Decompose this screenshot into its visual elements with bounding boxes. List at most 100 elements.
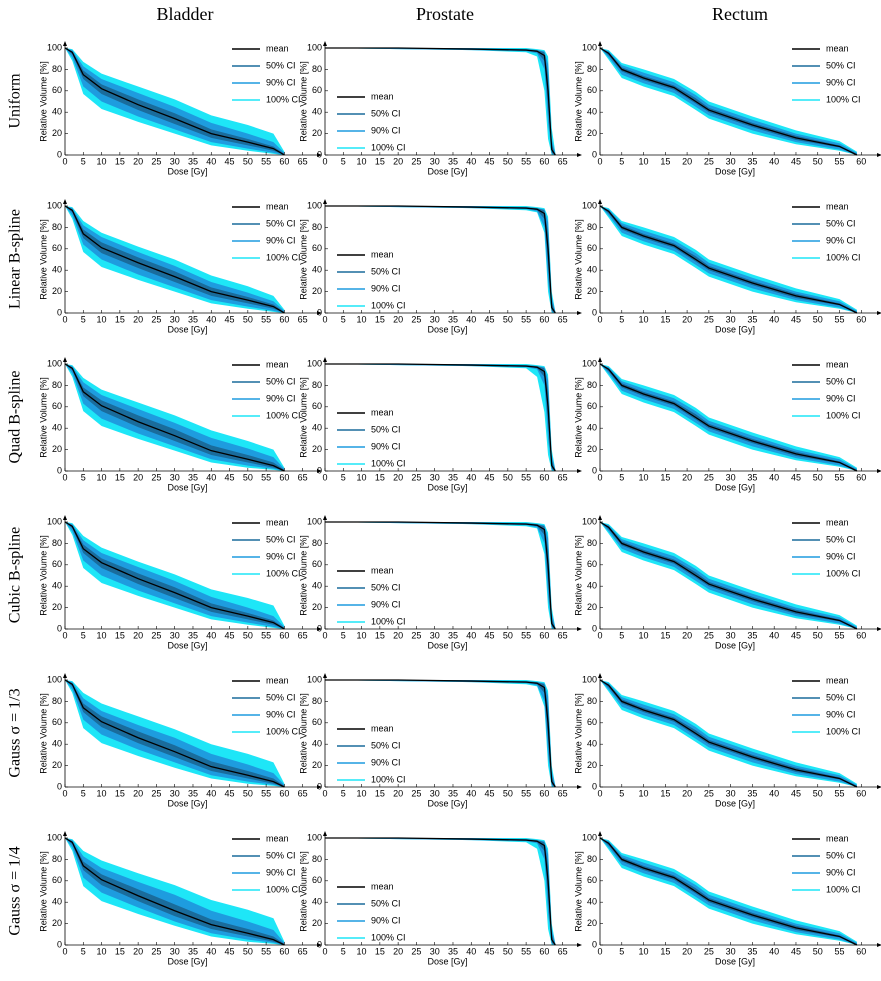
y-axis-label: Relative Volume [%] <box>298 535 308 616</box>
x-tick-label: 60 <box>856 156 866 166</box>
ci-band <box>600 680 857 787</box>
x-tick-label: 55 <box>835 472 845 482</box>
row-title: Cubic B-spline <box>7 527 24 623</box>
ci-band <box>65 48 285 155</box>
x-tick-label: 20 <box>133 946 143 956</box>
mean-line <box>599 363 858 472</box>
x-tick-label: 30 <box>430 630 440 640</box>
x-tick-label: 35 <box>188 788 198 798</box>
y-tick-label: 80 <box>52 64 62 74</box>
legend-label: mean <box>826 675 849 685</box>
x-tick-label: 5 <box>81 630 86 640</box>
x-arrow <box>577 311 582 315</box>
y-tick-label: 60 <box>312 85 322 95</box>
y-axis-label: Relative Volume [%] <box>298 693 308 774</box>
x-tick-label: 30 <box>170 156 180 166</box>
x-tick-label: 30 <box>430 946 440 956</box>
legend-label: mean <box>371 881 394 891</box>
x-tick-label: 50 <box>813 314 823 324</box>
x-tick-label: 5 <box>341 946 346 956</box>
y-tick-label: 0 <box>592 939 597 949</box>
y-tick-label: 80 <box>312 696 322 706</box>
y-tick-label: 0 <box>57 307 62 317</box>
x-tick-label: 10 <box>357 472 367 482</box>
x-tick-label: 30 <box>170 472 180 482</box>
x-tick-label: 35 <box>747 156 757 166</box>
x-tick-label: 45 <box>225 314 235 324</box>
x-tick-label: 30 <box>430 472 440 482</box>
x-tick-label: 50 <box>503 314 513 324</box>
x-tick-label: 35 <box>188 630 198 640</box>
x-tick-label: 50 <box>813 156 823 166</box>
ci-band <box>325 364 556 471</box>
x-tick-label: 55 <box>261 630 271 640</box>
x-axis-label: Dose [Gy] <box>167 324 207 334</box>
x-tick-label: 55 <box>521 630 531 640</box>
x-arrow <box>577 469 582 473</box>
y-tick-label: 100 <box>582 832 597 842</box>
x-tick-label: 5 <box>81 156 86 166</box>
x-tick-label: 30 <box>430 788 440 798</box>
x-tick-label: 35 <box>747 314 757 324</box>
y-tick-label: 0 <box>57 623 62 633</box>
ci-band <box>600 48 857 155</box>
ci-band <box>65 206 285 313</box>
y-axis-label: Relative Volume [%] <box>38 851 48 932</box>
x-tick-label: 55 <box>261 156 271 166</box>
y-axis-label: Relative Volume [%] <box>573 851 583 932</box>
y-tick-label: 20 <box>587 128 597 138</box>
x-tick-label: 65 <box>298 156 308 166</box>
y-arrow <box>323 199 327 204</box>
x-tick-label: 20 <box>133 472 143 482</box>
x-tick-label: 20 <box>682 946 692 956</box>
x-tick-label: 55 <box>261 314 271 324</box>
x-axis-label: Dose [Gy] <box>167 482 207 492</box>
x-arrow <box>317 153 322 157</box>
ci-band <box>325 680 556 787</box>
x-tick-label: 0 <box>322 314 327 324</box>
x-tick-label: 5 <box>619 472 624 482</box>
x-tick-label: 40 <box>206 946 216 956</box>
x-tick-label: 20 <box>393 156 403 166</box>
x-tick-label: 10 <box>639 472 649 482</box>
x-tick-label: 0 <box>597 788 602 798</box>
y-tick-label: 40 <box>52 423 62 433</box>
legend-label: mean <box>826 201 849 211</box>
legend-label: mean <box>266 833 289 843</box>
y-arrow <box>323 357 327 362</box>
x-tick-label: 50 <box>813 630 823 640</box>
x-tick-label: 15 <box>375 472 385 482</box>
x-tick-label: 55 <box>521 946 531 956</box>
legend-label: mean <box>371 407 394 417</box>
ci-band <box>325 522 556 629</box>
x-tick-label: 25 <box>411 156 421 166</box>
y-arrow <box>323 831 327 836</box>
mean-line <box>599 47 858 156</box>
x-tick-label: 15 <box>375 630 385 640</box>
x-tick-label: 25 <box>411 314 421 324</box>
y-tick-label: 20 <box>587 760 597 770</box>
x-tick-label: 5 <box>341 630 346 640</box>
x-tick-label: 10 <box>97 156 107 166</box>
x-tick-label: 40 <box>206 314 216 324</box>
x-tick-label: 60 <box>539 314 549 324</box>
y-tick-label: 60 <box>587 559 597 569</box>
y-axis-label: Relative Volume [%] <box>38 693 48 774</box>
y-tick-label: 80 <box>52 854 62 864</box>
x-tick-label: 20 <box>393 788 403 798</box>
x-tick-label: 5 <box>619 946 624 956</box>
x-tick-label: 60 <box>539 946 549 956</box>
y-tick-label: 20 <box>587 602 597 612</box>
legend-label: 100% CI <box>371 774 406 784</box>
x-tick-label: 65 <box>558 156 568 166</box>
x-tick-label: 30 <box>170 630 180 640</box>
x-tick-label: 0 <box>62 472 67 482</box>
mean-line <box>325 521 556 630</box>
x-tick-label: 40 <box>466 630 476 640</box>
ci-band <box>65 206 285 313</box>
x-tick-label: 20 <box>393 314 403 324</box>
y-tick-label: 0 <box>317 781 322 791</box>
x-tick-label: 40 <box>466 472 476 482</box>
x-tick-label: 5 <box>619 314 624 324</box>
